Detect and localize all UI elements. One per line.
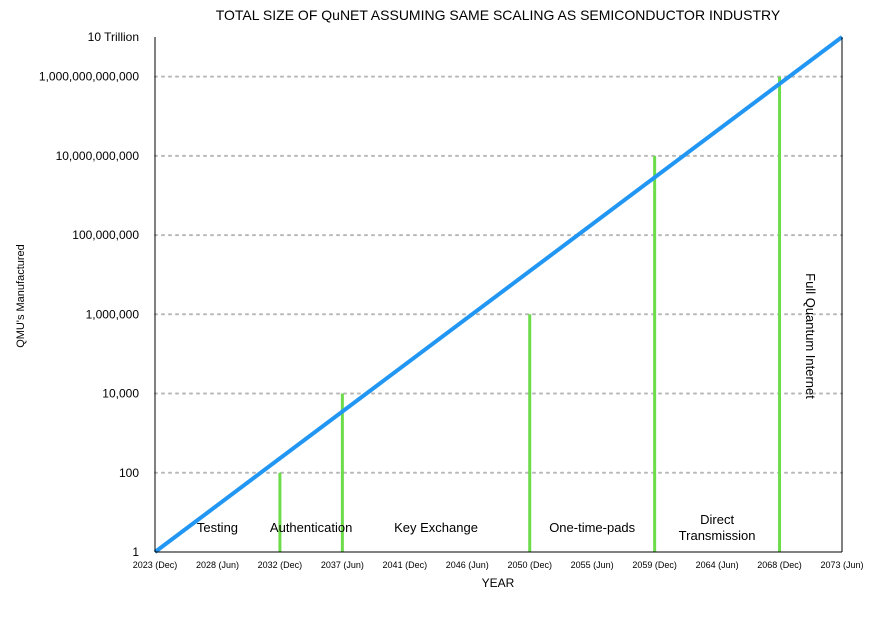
y-axis-label: QMU's Manufactured	[15, 244, 27, 348]
series-lines	[153, 35, 844, 554]
region-label: One-time-pads	[549, 520, 635, 535]
y-tick-label: 1,000,000,000,000	[39, 70, 139, 84]
region-label: Key Exchange	[394, 520, 478, 535]
region-label: Authentication	[270, 520, 352, 535]
x-tick-label: 2041 (Dec)	[383, 560, 428, 570]
x-tick-label: 2023 (Dec)	[133, 560, 178, 570]
x-tick-label: 2032 (Dec)	[258, 560, 303, 570]
y-tick-labels: 1 100 10,000 1,000,000 100,000,000 10,000,000…	[39, 30, 139, 559]
y-tick-label: 10,000	[102, 387, 139, 401]
y-tick-label: 1	[132, 545, 139, 559]
x-tick-label: 2068 (Dec)	[757, 560, 802, 570]
x-tick-label: 2055 (Jun)	[571, 560, 614, 570]
series-line	[153, 35, 844, 554]
y-tick-label: 100,000,000	[72, 228, 139, 242]
x-tick-label: 2059 (Dec)	[632, 560, 677, 570]
x-tick-label: 2064 (Jun)	[696, 560, 739, 570]
x-tick-label: 2073 (Jun)	[820, 560, 863, 570]
region-label: Full Quantum Internet	[803, 273, 818, 399]
y-tick-label: 10,000,000,000	[56, 149, 140, 163]
x-axis-label: YEAR	[482, 576, 515, 590]
y-tick-label: 10 Trillion	[88, 30, 139, 44]
x-tick-label: 2050 (Dec)	[507, 560, 552, 570]
x-tick-label: 2046 (Jun)	[446, 560, 489, 570]
y-tick-label: 1,000,000	[86, 307, 140, 321]
chart-title: TOTAL SIZE OF QuNET ASSUMING SAME SCALIN…	[216, 7, 781, 23]
milestone-lines	[278, 76, 782, 552]
x-tick-label: 2028 (Jun)	[196, 560, 239, 570]
x-tick-labels: 2023 (Dec) 2028 (Jun) 2032 (Dec) 2037 (Jun)…	[133, 560, 864, 570]
region-labels: Testing Authentication Key Exchange One-tim…	[197, 273, 818, 543]
gridlines	[154, 75, 843, 474]
y-tick-label: 100	[119, 466, 139, 480]
axes	[154, 37, 843, 553]
region-label: Testing	[197, 520, 238, 535]
x-tick-label: 2037 (Jun)	[321, 560, 364, 570]
region-label: Direct Transmission	[679, 512, 756, 543]
